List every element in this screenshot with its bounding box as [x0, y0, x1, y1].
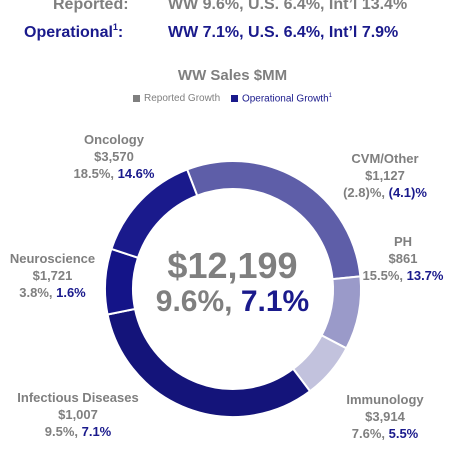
segment-growth: 7.6%, 5.5%: [351, 426, 419, 441]
segment-label-infectious-diseases: Infectious Diseases $1,007 9.5%, 7.1%: [0, 389, 156, 440]
chart-legend: Reported Growth Operational Growth1: [0, 93, 465, 104]
operational-growth-line: Operational1: WW 7.1%, U.S. 6.4%, Int’l …: [0, 22, 465, 44]
segment-name: Immunology: [346, 392, 424, 407]
segment-name: CVM/Other: [351, 151, 419, 166]
segment-name: Infectious Diseases: [17, 390, 139, 405]
segment-growth: (2.8)%, (4.1)%: [343, 185, 427, 200]
segment-label-neuroscience: Neuroscience $1,721 3.8%, 1.6%: [0, 250, 105, 301]
segment-label-cvm-other: CVM/Other $1,127 (2.8)%, (4.1)%: [330, 150, 440, 201]
segment-growth: 15.5%, 13.7%: [362, 268, 444, 283]
segment-sales: $3,570: [94, 149, 134, 164]
center-growth: 9.6%, 7.1%: [155, 285, 310, 318]
segment-name: Neuroscience: [9, 251, 96, 266]
segment-sales: $1,721: [32, 268, 73, 283]
legend-swatch-operational: [230, 95, 238, 103]
segment-growth: 18.5%, 14.6%: [73, 166, 155, 181]
donut-slice-neuroscience: [110, 168, 199, 260]
segment-growth: 3.8%, 1.6%: [19, 285, 86, 300]
segment-label-immunology: Immunology $3,914 7.6%, 5.5%: [330, 391, 440, 442]
chart-title: WW Sales $MM: [177, 67, 288, 84]
segment-sales: $1,127: [365, 168, 405, 183]
segment-sales: $1,007: [58, 407, 98, 422]
center-total-sales: $12,199: [167, 245, 298, 286]
reported-label: Reported:: [53, 0, 129, 13]
segment-label-oncology: Oncology $3,570 18.5%, 14.6%: [66, 131, 162, 182]
segment-sales: $861: [388, 251, 418, 266]
segment-sales: $3,914: [365, 409, 405, 424]
operational-value: WW 7.1%, U.S. 6.4%, Int’l 7.9%: [168, 24, 399, 41]
legend-item-reported: Reported Growth: [133, 93, 220, 104]
segment-growth: 9.5%, 7.1%: [44, 424, 112, 439]
reported-growth-line: Reported: WW 9.6%, U.S. 6.4%, Int’l 13.4…: [0, 0, 465, 20]
segment-name: PH: [393, 234, 413, 249]
segment-name: Oncology: [84, 132, 144, 147]
operational-label: Operational1:: [24, 22, 124, 41]
legend-item-operational: Operational Growth1: [230, 93, 332, 104]
reported-value: WW 9.6%, U.S. 6.4%, Int’l 13.4%: [168, 0, 408, 13]
segment-label-ph: PH $861 15.5%, 13.7%: [358, 233, 448, 284]
legend-swatch-reported: [133, 95, 140, 103]
